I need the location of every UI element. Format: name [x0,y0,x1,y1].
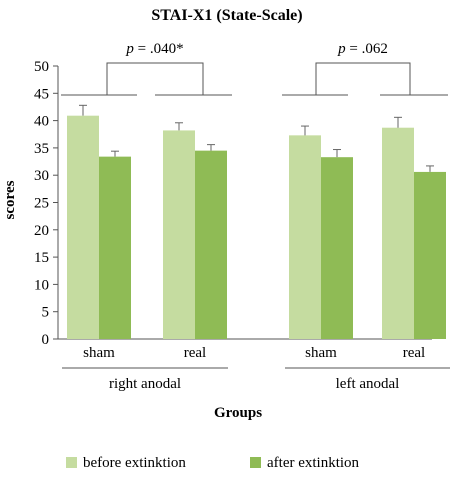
y-tick-label: 30 [34,168,49,184]
legend-swatch [250,457,261,468]
legend-label: after extinktion [267,455,360,471]
y-tick-label: 15 [34,250,49,266]
x-axis-label: Groups [214,405,262,421]
y-tick-label: 20 [34,223,49,239]
p-symbol: p [125,41,134,57]
bracket-connector [315,62,411,95]
p-symbol: p [337,41,346,57]
category-label: real [403,345,425,361]
y-tick-label: 10 [34,277,49,293]
y-tick-label: 5 [42,305,50,321]
bars [67,104,446,339]
bar [99,156,131,339]
category-label: real [184,345,206,361]
bar [382,127,414,339]
bar [414,171,446,339]
y-tick-label: 50 [34,59,49,75]
p-value: = .040* [134,41,184,57]
significance-annotations: p = .040* p = .062 [61,41,448,96]
bracket-connector [106,62,204,95]
legend-label: before extinktion [83,455,186,471]
legend-swatch [66,457,77,468]
group-label: left anodal [336,376,400,392]
y-axis-label: scores [2,180,18,219]
p-value: = .062 [346,41,388,57]
legend: before extinktion after extinktion [66,455,360,471]
bar [67,115,99,339]
y-tick-label: 45 [34,86,49,102]
bar [321,157,353,339]
category-label: sham [83,345,115,361]
bar [289,135,321,339]
bar [195,150,227,339]
y-tick-label: 35 [34,141,49,157]
y-tick-label: 25 [34,196,49,212]
p-value-annotation: p = .062 [337,41,388,57]
p-value-annotation: p = .040* [125,41,183,57]
y-tick-label: 40 [34,114,49,130]
group-label: right anodal [109,376,181,392]
y-tick-label: 0 [42,332,50,348]
category-label: sham [305,345,337,361]
chart-title: STAI-X1 (State-Scale) [151,7,302,24]
bar [163,130,195,339]
